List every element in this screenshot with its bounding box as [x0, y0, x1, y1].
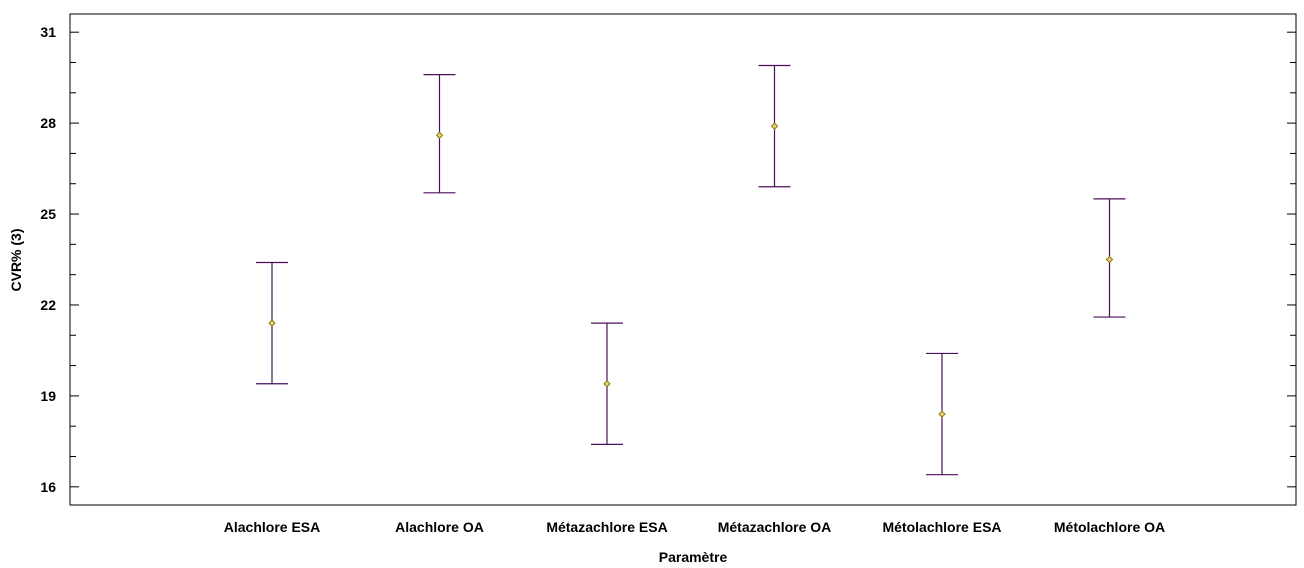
x-tick-label: Métazachlore ESA — [546, 519, 667, 535]
mean-point — [938, 410, 946, 418]
x-tick-label: Métolachlore OA — [1054, 519, 1165, 535]
y-tick-label: 19 — [40, 388, 56, 404]
error-bar — [1093, 198, 1126, 318]
x-tick-label: Alachlore ESA — [224, 519, 320, 535]
error-bar — [423, 74, 456, 194]
error-bars — [256, 64, 1126, 476]
x-axis: Alachlore ESA Alachlore OA Métazachlore ES… — [224, 519, 1165, 535]
y-axis: 16 19 22 25 28 31 — [40, 24, 1296, 495]
mean-point — [770, 122, 779, 130]
y-axis-title: CVR% (3) — [8, 228, 24, 291]
x-tick-label: Métazachlore OA — [718, 519, 832, 535]
mean-point — [435, 131, 444, 139]
mean-point — [603, 380, 611, 388]
mean-point — [1105, 255, 1114, 264]
x-axis-title: Paramètre — [659, 549, 728, 565]
y-tick-label: 28 — [40, 115, 56, 131]
mean-point — [268, 319, 276, 327]
error-bar — [256, 261, 288, 385]
x-tick-label: Alachlore OA — [395, 519, 484, 535]
y-tick-label: 16 — [40, 479, 56, 495]
error-bar — [591, 322, 623, 445]
x-tick-label: Métolachlore ESA — [882, 519, 1001, 535]
error-bar — [926, 352, 958, 476]
y-tick-label: 22 — [40, 297, 56, 313]
y-tick-label: 25 — [40, 206, 56, 222]
plot-frame — [69, 13, 1297, 506]
error-bar — [758, 64, 791, 188]
y-tick-label: 31 — [40, 24, 56, 40]
